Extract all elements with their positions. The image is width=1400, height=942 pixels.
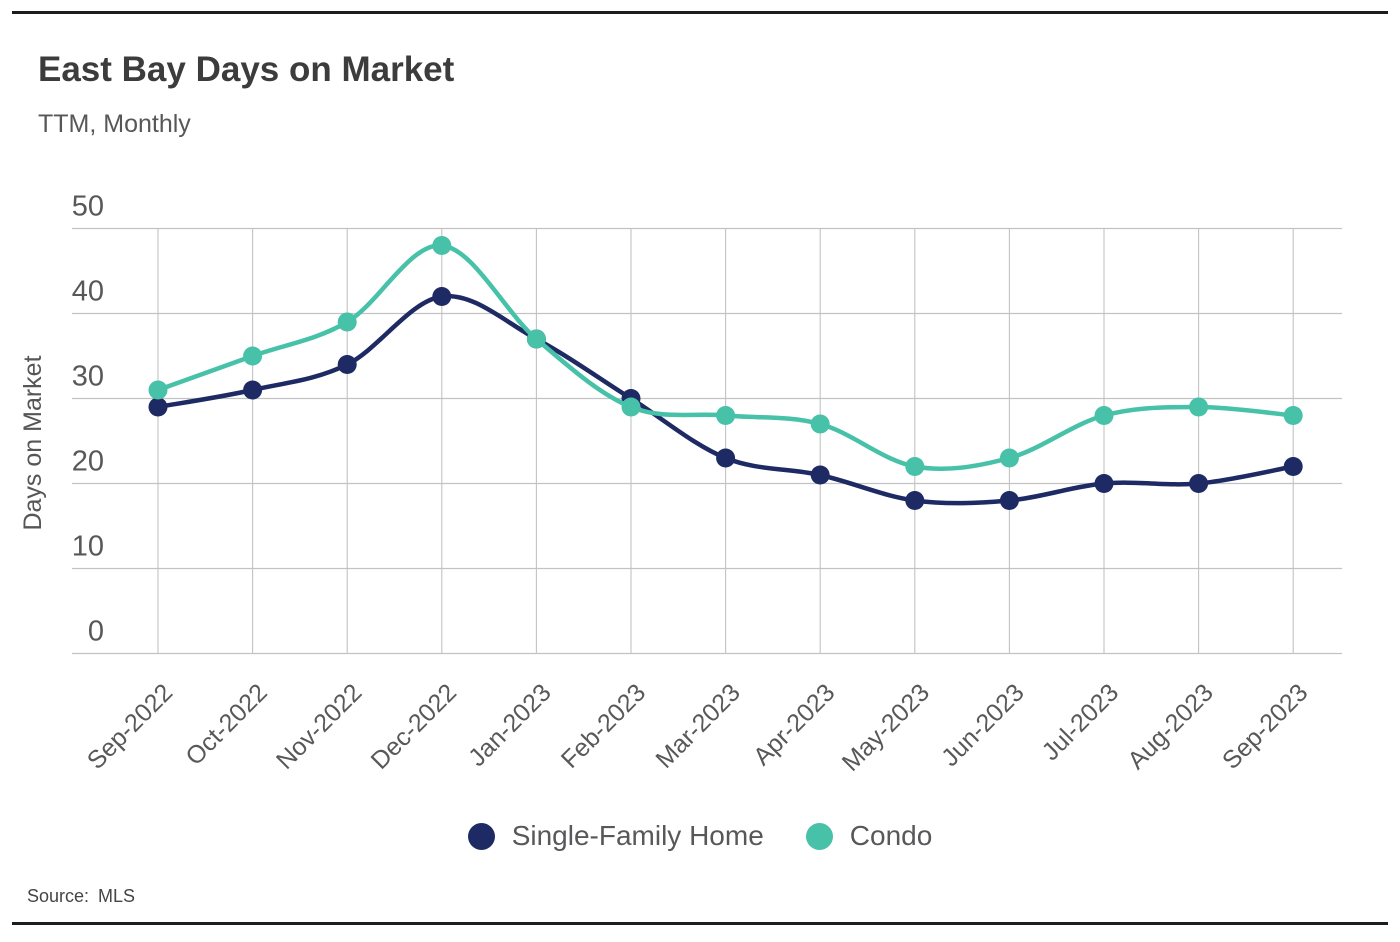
x-tick-label: May-2023 [837,678,935,776]
top-border-rule [12,11,1388,14]
data-point-single-family-home [1283,457,1303,476]
data-point-condo [1094,406,1114,425]
data-point-single-family-home [810,465,830,485]
data-point-single-family-home [432,287,452,306]
legend-label-condo: Condo [849,820,933,851]
y-tick-label: 0 [88,616,104,648]
data-point-single-family-home [999,491,1019,510]
data-point-condo [243,346,263,366]
x-tick-label: Sep-2022 [82,678,178,774]
data-point-condo [148,380,168,400]
grid-layer [72,227,1342,655]
source-label: Source: [27,886,90,906]
data-point-single-family-home [1189,474,1209,493]
data-point-condo [621,397,641,417]
data-point-single-family-home [148,397,168,417]
data-point-condo [526,329,546,349]
data-point-condo [905,457,925,476]
y-tick-label: 30 [72,361,104,393]
legend-item-condo: Condo [805,820,933,852]
y-axis-title: Days on Market [19,355,47,530]
legend-dot-condo-icon [805,822,833,850]
data-point-single-family-home [243,380,263,400]
y-tick-label: 40 [72,276,104,308]
data-point-condo [432,236,452,255]
source-line: Source: MLS [27,886,135,907]
x-tick-label: Jan-2023 [463,678,557,772]
chart-legend: Single-Family Home Condo [0,820,1400,852]
data-point-single-family-home [1094,474,1114,493]
data-point-single-family-home [337,355,357,374]
x-tick-label: Aug-2023 [1122,678,1218,774]
legend-dot-single-family-home-icon [467,822,495,850]
x-tick-label: Oct-2022 [180,678,273,771]
x-tick-label: Nov-2022 [271,678,367,774]
chart-subtitle: TTM, Monthly [38,110,191,138]
data-point-condo [810,414,830,434]
data-point-single-family-home [716,448,736,468]
x-tick-label: Dec-2022 [366,678,462,774]
series-layer [148,236,1303,510]
x-tick-label: Feb-2023 [556,678,651,773]
legend-label-single-family-home: Single-Family Home [511,820,764,851]
data-point-condo [1189,397,1209,417]
y-tick-label: 20 [72,446,104,478]
data-point-condo [716,406,736,425]
x-tick-label: Apr-2023 [748,678,841,771]
y-tick-label: 50 [72,191,104,223]
data-point-condo [999,448,1019,468]
y-tick-label: 10 [72,531,104,563]
data-point-condo [1283,406,1303,425]
data-point-condo [337,312,357,332]
bottom-border-rule [12,922,1388,925]
source-value: MLS [98,886,136,906]
legend-item-single-family-home: Single-Family Home [467,820,764,852]
chart-title: East Bay Days on Market [38,50,455,89]
x-tick-label: Sep-2023 [1217,678,1313,774]
x-tick-label: Jul-2023 [1037,678,1125,766]
data-point-single-family-home [905,491,925,510]
x-tick-label: Jun-2023 [936,678,1030,772]
x-tick-label: Mar-2023 [650,678,745,773]
